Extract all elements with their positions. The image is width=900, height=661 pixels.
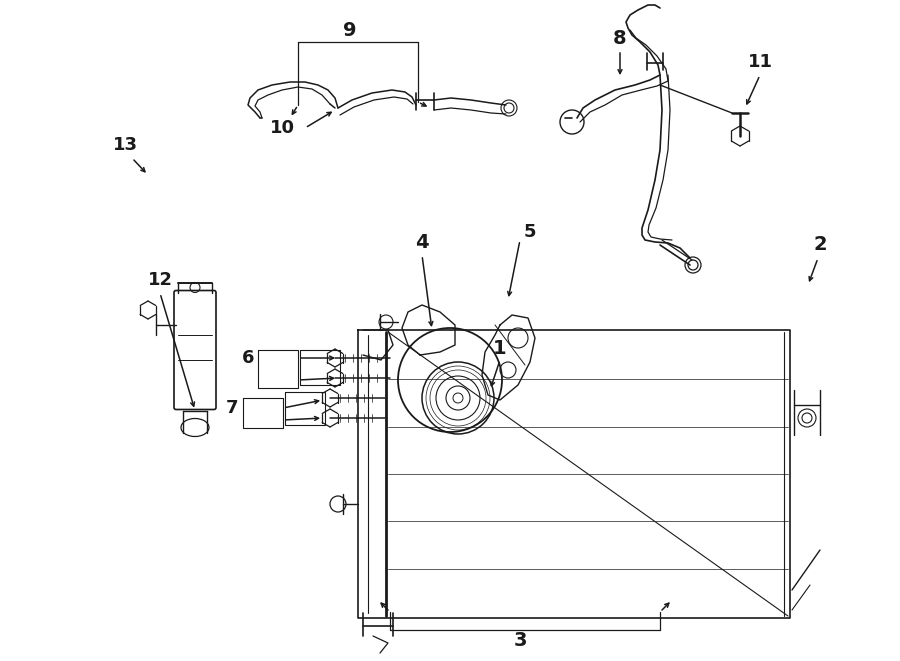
Text: 13: 13: [112, 136, 138, 154]
Text: 7: 7: [226, 399, 239, 417]
Text: 12: 12: [148, 271, 173, 289]
Text: 11: 11: [748, 53, 772, 71]
Text: 4: 4: [415, 233, 428, 251]
Text: 10: 10: [269, 119, 294, 137]
Text: 5: 5: [524, 223, 536, 241]
Text: 1: 1: [493, 338, 507, 358]
Text: 6: 6: [242, 349, 254, 367]
Text: 8: 8: [613, 28, 626, 48]
Text: 2: 2: [814, 235, 827, 254]
Text: 3: 3: [513, 631, 526, 650]
Text: 9: 9: [343, 20, 356, 40]
